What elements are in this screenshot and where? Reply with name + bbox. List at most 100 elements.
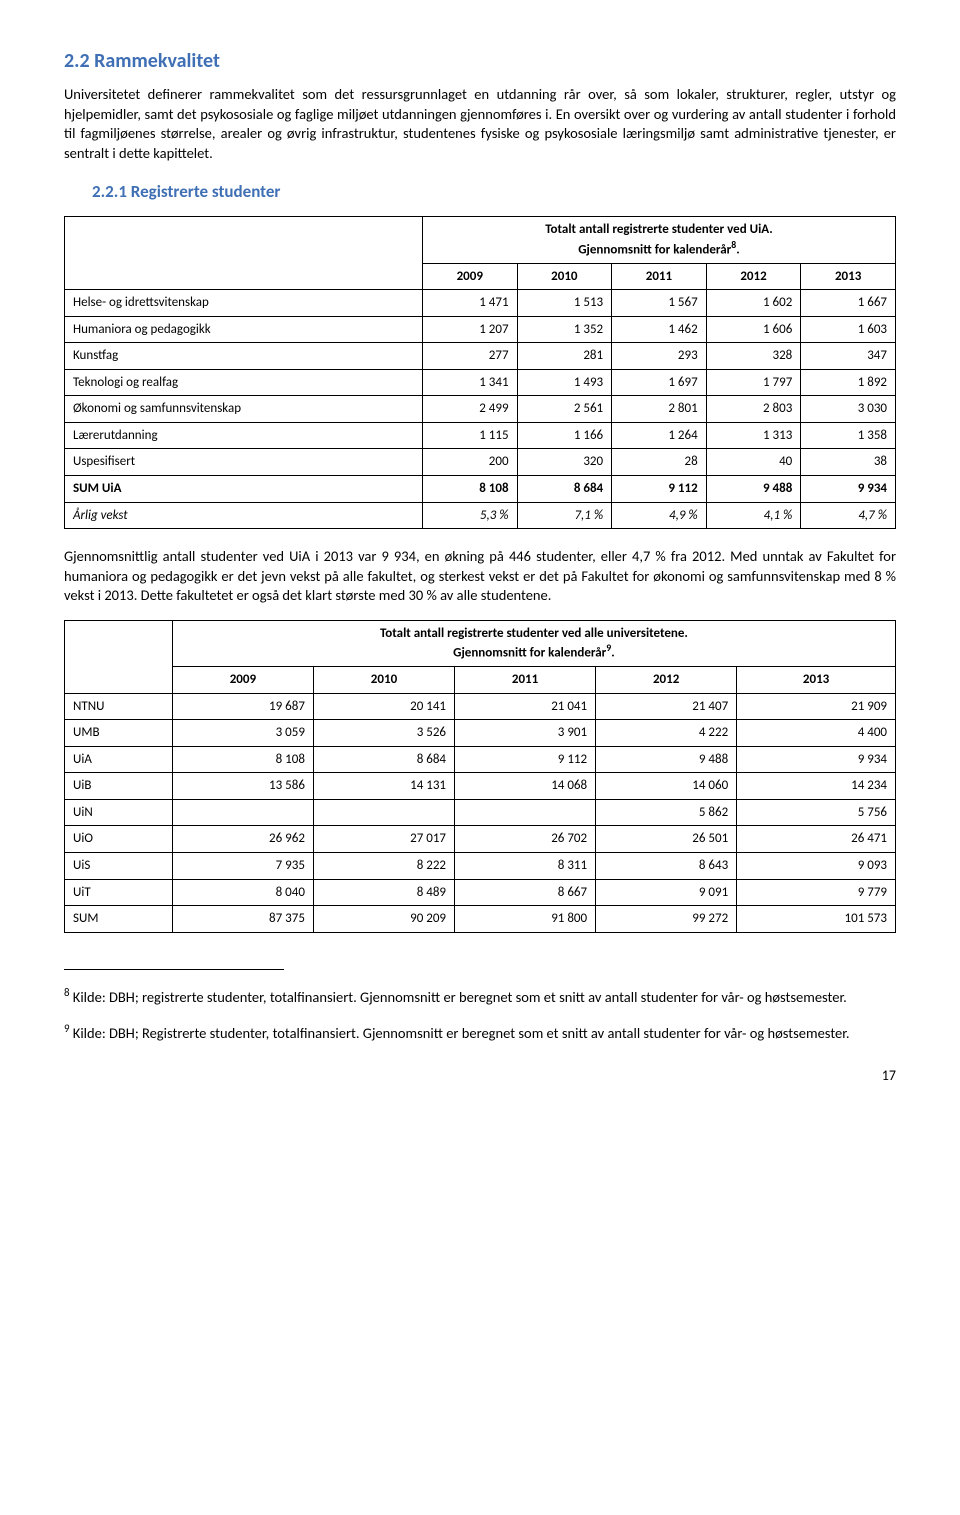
caption-suffix: .: [611, 646, 614, 661]
row-label: Økonomi og samfunnsvitenskap: [65, 396, 423, 423]
cell: 9 779: [737, 879, 896, 906]
row-label: UiN: [65, 799, 173, 826]
cell: 1 603: [801, 316, 896, 343]
row-label: SUM: [65, 906, 173, 933]
cell: 90 209: [313, 906, 454, 933]
year-header: 2011: [612, 263, 707, 290]
cell: 14 234: [737, 773, 896, 800]
row-label: UiS: [65, 853, 173, 880]
cell: 38: [801, 449, 896, 476]
year-header: 2011: [455, 667, 596, 694]
table-row: Helse- og idrettsvitenskap 1 471 1 513 1…: [65, 290, 896, 317]
cell: 9 112: [612, 475, 707, 502]
cell: 9 488: [706, 475, 801, 502]
cell: 2 801: [612, 396, 707, 423]
cell: 1 166: [517, 422, 612, 449]
row-label: Uspesifisert: [65, 449, 423, 476]
cell: 5 862: [596, 799, 737, 826]
table-row: UiT 8 040 8 489 8 667 9 091 9 779: [65, 879, 896, 906]
cell: 328: [706, 343, 801, 370]
cell: 347: [801, 343, 896, 370]
table-row: Teknologi og realfag 1 341 1 493 1 697 1…: [65, 369, 896, 396]
cell: 2 499: [422, 396, 517, 423]
table2-caption: Totalt antall registrerte studenter ved …: [172, 620, 895, 666]
cell: 320: [517, 449, 612, 476]
cell: 200: [422, 449, 517, 476]
cell: 28: [612, 449, 707, 476]
cell: 8 040: [172, 879, 313, 906]
row-label: Teknologi og realfag: [65, 369, 423, 396]
table-uia-students: Totalt antall registrerte studenter ved …: [64, 216, 896, 529]
cell: 4,7 %: [801, 502, 896, 529]
year-header: 2010: [517, 263, 612, 290]
cell: 1 602: [706, 290, 801, 317]
footnote-text: Kilde: DBH; registrerte studenter, total…: [70, 988, 847, 1006]
cell: 8 108: [422, 475, 517, 502]
caption-line1: Totalt antall registrerte studenter ved …: [545, 222, 773, 237]
cell: 3 030: [801, 396, 896, 423]
cell: 26 471: [737, 826, 896, 853]
mid-paragraph: Gjennomsnittlig antall studenter ved UiA…: [64, 547, 896, 606]
year-header: 2009: [422, 263, 517, 290]
table-all-universities: Totalt antall registrerte studenter ved …: [64, 620, 896, 933]
cell: 20 141: [313, 693, 454, 720]
cell: 91 800: [455, 906, 596, 933]
cell: [172, 799, 313, 826]
table-row: SUM UiA 8 108 8 684 9 112 9 488 9 934: [65, 475, 896, 502]
cell: 3 901: [455, 720, 596, 747]
cell: 1 892: [801, 369, 896, 396]
cell: 21 407: [596, 693, 737, 720]
cell: 1 313: [706, 422, 801, 449]
caption-line1: Totalt antall registrerte studenter ved …: [380, 626, 688, 641]
cell: 1 358: [801, 422, 896, 449]
cell: 26 962: [172, 826, 313, 853]
row-label: Kunstfag: [65, 343, 423, 370]
cell: 1 513: [517, 290, 612, 317]
cell: 9 934: [801, 475, 896, 502]
cell: 2 561: [517, 396, 612, 423]
cell: 277: [422, 343, 517, 370]
cell: 8 684: [313, 746, 454, 773]
cell: 1 567: [612, 290, 707, 317]
empty-cell: [65, 620, 173, 693]
year-header: 2009: [172, 667, 313, 694]
row-label: NTNU: [65, 693, 173, 720]
cell: 1 207: [422, 316, 517, 343]
cell: 1 493: [517, 369, 612, 396]
row-label: UiO: [65, 826, 173, 853]
table-row: Uspesifisert 200 320 28 40 38: [65, 449, 896, 476]
table-row: SUM 87 375 90 209 91 800 99 272 101 573: [65, 906, 896, 933]
row-label: UMB: [65, 720, 173, 747]
cell: 1 471: [422, 290, 517, 317]
cell: 5 756: [737, 799, 896, 826]
cell: 4,1 %: [706, 502, 801, 529]
year-header: 2012: [596, 667, 737, 694]
cell: 1 697: [612, 369, 707, 396]
row-label: Lærerutdanning: [65, 422, 423, 449]
table-row: Økonomi og samfunnsvitenskap 2 499 2 561…: [65, 396, 896, 423]
cell: 14 068: [455, 773, 596, 800]
cell: 8 222: [313, 853, 454, 880]
table-row: Totalt antall registrerte studenter ved …: [65, 620, 896, 666]
cell: 1 667: [801, 290, 896, 317]
table-row: UMB 3 059 3 526 3 901 4 222 4 400: [65, 720, 896, 747]
table-row: NTNU 19 687 20 141 21 041 21 407 21 909: [65, 693, 896, 720]
footnote-text: Kilde: DBH; Registrerte studenter, total…: [70, 1024, 850, 1042]
page-number: 17: [64, 1067, 896, 1086]
cell: 9 091: [596, 879, 737, 906]
table-row: 2009 2010 2011 2012 2013: [65, 667, 896, 694]
cell: 1 115: [422, 422, 517, 449]
cell: 21 909: [737, 693, 896, 720]
cell: 1 352: [517, 316, 612, 343]
cell: 4,9 %: [612, 502, 707, 529]
intro-paragraph: Universitetet definerer rammekvalitet so…: [64, 85, 896, 163]
caption-line2: Gjennomsnitt for kalenderår: [578, 242, 731, 257]
cell: 8 108: [172, 746, 313, 773]
footnote-8: 8 Kilde: DBH; registrerte studenter, tot…: [64, 986, 896, 1007]
cell: 14 060: [596, 773, 737, 800]
cell: 7,1 %: [517, 502, 612, 529]
cell: 9 112: [455, 746, 596, 773]
table-row: UiS 7 935 8 222 8 311 8 643 9 093: [65, 853, 896, 880]
row-label: UiB: [65, 773, 173, 800]
cell: 9 934: [737, 746, 896, 773]
